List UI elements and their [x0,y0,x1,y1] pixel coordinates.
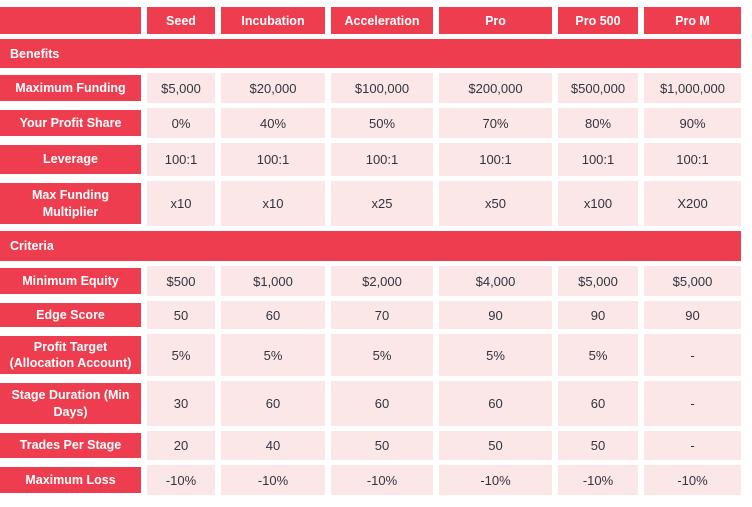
value-trades-per-stage-seed: 20 [147,431,215,460]
value-edge-score-incubation: 60 [221,301,325,329]
value-your-profit-share-pro: 70% [439,108,552,138]
value-maximum-loss-incubation: -10% [221,465,325,495]
value-your-profit-share-pro-500: 80% [558,108,638,138]
value-profit-target-allocation-account-pro: 5% [439,334,552,376]
value-stage-duration-min-days-seed: 30 [147,381,215,426]
header-corner-cell [0,7,141,34]
value-leverage-acceleration: 100:1 [331,143,433,176]
value-profit-target-allocation-account-incubation: 5% [221,334,325,376]
value-profit-target-allocation-account-acceleration: 5% [331,334,433,376]
column-header-pro-500: Pro 500 [558,7,638,34]
value-your-profit-share-incubation: 40% [221,108,325,138]
value-stage-duration-min-days-acceleration: 60 [331,381,433,426]
value-edge-score-acceleration: 70 [331,301,433,329]
value-minimum-equity-pro-m: $5,000 [644,266,741,296]
section-banner-benefits: Benefits [0,39,741,68]
value-edge-score-pro-500: 90 [558,301,638,329]
value-your-profit-share-acceleration: 50% [331,108,433,138]
value-maximum-funding-pro-500: $500,000 [558,73,638,103]
value-profit-target-allocation-account-pro-m: - [644,334,741,376]
value-maximum-funding-acceleration: $100,000 [331,73,433,103]
value-your-profit-share-seed: 0% [147,108,215,138]
value-edge-score-seed: 50 [147,301,215,329]
row-label-trades-per-stage: Trades Per Stage [0,433,141,458]
row-label-max-funding-multiplier: Max Funding Multiplier [0,183,141,224]
value-maximum-loss-pro-m: -10% [644,465,741,495]
value-minimum-equity-pro-500: $5,000 [558,266,638,296]
plans-comparison-table: Seed Incubation Acceleration Pro Pro 500 Pro … [0,7,741,495]
value-trades-per-stage-incubation: 40 [221,431,325,460]
value-your-profit-share-pro-m: 90% [644,108,741,138]
value-maximum-loss-seed: -10% [147,465,215,495]
row-label-leverage: Leverage [0,145,141,174]
value-trades-per-stage-pro-500: 50 [558,431,638,460]
value-leverage-incubation: 100:1 [221,143,325,176]
value-leverage-seed: 100:1 [147,143,215,176]
value-maximum-funding-incubation: $20,000 [221,73,325,103]
column-header-acceleration: Acceleration [331,7,433,34]
value-maximum-loss-acceleration: -10% [331,465,433,495]
value-leverage-pro-m: 100:1 [644,143,741,176]
value-minimum-equity-incubation: $1,000 [221,266,325,296]
row-label-your-profit-share: Your Profit Share [0,110,141,136]
row-label-maximum-funding: Maximum Funding [0,75,141,101]
value-stage-duration-min-days-pro-500: 60 [558,381,638,426]
row-label-minimum-equity: Minimum Equity [0,268,141,294]
column-header-incubation: Incubation [221,7,325,34]
value-minimum-equity-seed: $500 [147,266,215,296]
value-profit-target-allocation-account-seed: 5% [147,334,215,376]
row-label-maximum-loss: Maximum Loss [0,467,141,493]
value-edge-score-pro: 90 [439,301,552,329]
value-maximum-funding-seed: $5,000 [147,73,215,103]
column-header-pro: Pro [439,7,552,34]
value-minimum-equity-pro: $4,000 [439,266,552,296]
value-trades-per-stage-acceleration: 50 [331,431,433,460]
row-label-edge-score: Edge Score [0,303,141,327]
value-max-funding-multiplier-pro-500: x100 [558,181,638,226]
value-edge-score-pro-m: 90 [644,301,741,329]
value-stage-duration-min-days-incubation: 60 [221,381,325,426]
value-max-funding-multiplier-incubation: x10 [221,181,325,226]
value-leverage-pro: 100:1 [439,143,552,176]
column-header-pro-m: Pro M [644,7,741,34]
value-max-funding-multiplier-seed: x10 [147,181,215,226]
value-max-funding-multiplier-pro: x50 [439,181,552,226]
value-trades-per-stage-pro: 50 [439,431,552,460]
section-banner-criteria: Criteria [0,231,741,261]
value-max-funding-multiplier-pro-m: X200 [644,181,741,226]
value-maximum-loss-pro: -10% [439,465,552,495]
value-stage-duration-min-days-pro-m: - [644,381,741,426]
value-trades-per-stage-pro-m: - [644,431,741,460]
value-max-funding-multiplier-acceleration: x25 [331,181,433,226]
value-maximum-funding-pro-m: $1,000,000 [644,73,741,103]
value-stage-duration-min-days-pro: 60 [439,381,552,426]
value-maximum-funding-pro: $200,000 [439,73,552,103]
value-maximum-loss-pro-500: -10% [558,465,638,495]
row-label-profit-target-allocation-account: Profit Target (Allocation Account) [0,336,141,374]
value-leverage-pro-500: 100:1 [558,143,638,176]
column-header-seed: Seed [147,7,215,34]
value-minimum-equity-acceleration: $2,000 [331,266,433,296]
row-label-stage-duration-min-days: Stage Duration (Min Days) [0,383,141,424]
value-profit-target-allocation-account-pro-500: 5% [558,334,638,376]
